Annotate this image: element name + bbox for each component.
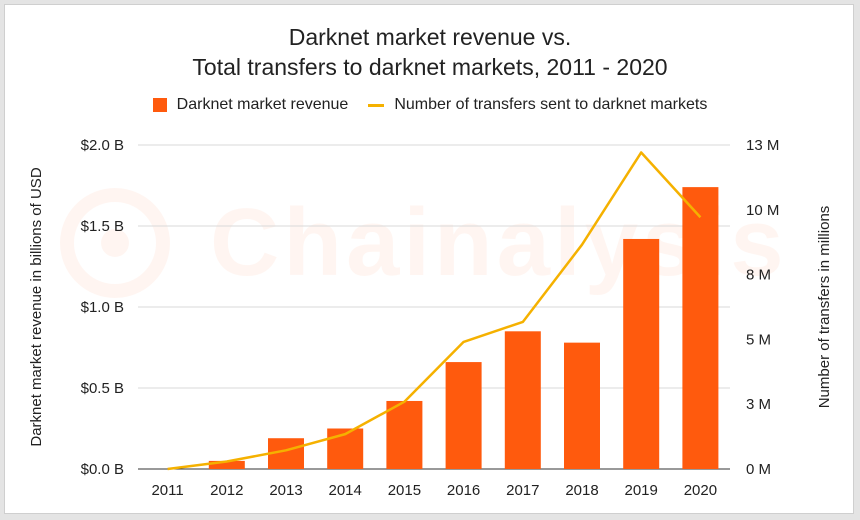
- x-tick-label: 2020: [684, 482, 717, 499]
- legend-label-revenue: Darknet market revenue: [176, 96, 349, 113]
- label-layer: $0.0 B $0.5 B $1.0 B $1.5 B $2.0 B 0 M 3 M 5 M 8…: [28, 137, 833, 499]
- y-axis-left-title: Darknet market revenue in billions of US…: [28, 167, 45, 446]
- left-tick-label: $1.0 B: [81, 299, 124, 316]
- x-tick-label: 2017: [506, 482, 539, 499]
- x-tick-label: 2015: [388, 482, 421, 499]
- right-tick-label: 0 M: [746, 461, 771, 478]
- right-tick-label: 8 M: [746, 267, 771, 284]
- legend-label-transfers: Number of transfers sent to darknet mark…: [394, 96, 708, 113]
- chart-title-line1: Darknet market revenue vs.: [288, 24, 572, 50]
- right-tick-label: 3 M: [746, 396, 771, 413]
- right-tick-label: 5 M: [746, 331, 771, 348]
- x-tick-label: 2012: [210, 482, 243, 499]
- legend-item-revenue: Darknet market revenue: [152, 96, 349, 114]
- y-axis-right-title: Number of transfers in millions: [816, 206, 833, 409]
- legend-swatch-transfers: [368, 103, 385, 107]
- x-tick-label: 2011: [151, 482, 183, 499]
- right-tick-label: 10 M: [746, 202, 779, 219]
- line-layer: [167, 151, 702, 471]
- x-tick-label: 2019: [625, 482, 658, 499]
- bar: [682, 187, 719, 469]
- chart-legend: Darknet market revenue Number of transfe…: [0, 96, 860, 114]
- x-tick-label: 2014: [329, 482, 362, 499]
- bar-layer: [208, 187, 719, 469]
- x-tick-label: 2018: [565, 482, 598, 499]
- x-tick-label: 2013: [269, 482, 302, 499]
- bar: [504, 331, 541, 469]
- legend-swatch-revenue: [152, 98, 167, 112]
- chart-title-line2: Total transfers to darknet markets, 2011…: [192, 54, 668, 80]
- bar: [208, 460, 245, 469]
- bar: [386, 400, 423, 469]
- bar: [564, 342, 600, 469]
- bar: [445, 362, 482, 469]
- left-tick-label: $0.0 B: [81, 461, 124, 478]
- left-tick-label: $1.5 B: [81, 218, 124, 235]
- transfers-line: [167, 151, 702, 471]
- legend-item-transfers: Number of transfers sent to darknet mark…: [368, 96, 707, 114]
- x-tick-label: 2016: [447, 482, 480, 499]
- right-tick-label: 13 M: [746, 137, 779, 154]
- chainalysis-logo-icon: [60, 188, 170, 298]
- left-tick-label: $0.5 B: [81, 380, 124, 397]
- bar: [623, 238, 660, 469]
- left-tick-label: $2.0 B: [81, 137, 124, 154]
